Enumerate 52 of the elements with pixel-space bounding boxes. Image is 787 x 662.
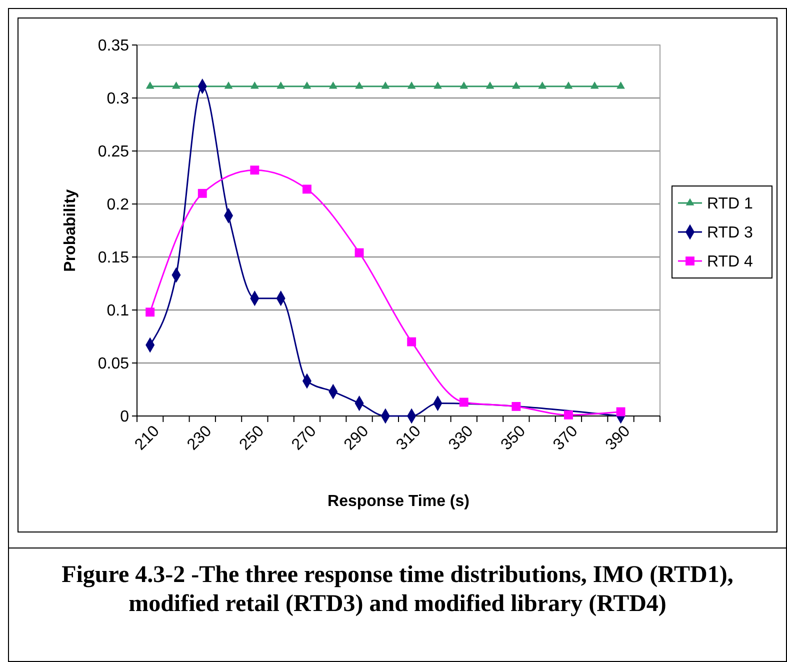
point [434, 82, 442, 89]
point [564, 82, 573, 89]
x-tick-label: 210 [132, 422, 163, 454]
legend-label: RTD 3 [707, 224, 754, 242]
point [616, 82, 625, 89]
x-tick-label: 350 [498, 422, 530, 454]
point [460, 82, 468, 89]
point [224, 82, 233, 89]
point [302, 184, 312, 194]
point [407, 82, 416, 89]
x-tick-label: 330 [446, 422, 477, 454]
y-tick-label: 0.25 [98, 144, 130, 161]
caption: Figure 4.3-2 -The three response time distributions, IMO (RTD1), modified retail (RTD3) and modified library (RTD4) [62, 562, 734, 617]
point [250, 166, 260, 175]
x-tick-label: 230 [184, 422, 216, 454]
point [146, 308, 155, 317]
point [146, 82, 154, 89]
point [250, 82, 259, 89]
x-tick-label: 270 [288, 422, 320, 454]
x-tick-label: 250 [236, 422, 268, 454]
point [486, 82, 494, 89]
legend-label: RTD 4 [707, 254, 754, 271]
x-axis-title: Response Time (s) [328, 493, 470, 510]
point [198, 188, 207, 198]
x-tick-label: 370 [550, 422, 582, 454]
x-tick-label: 290 [341, 422, 372, 454]
point [407, 337, 416, 346]
point [172, 82, 180, 89]
x-tick-label: 390 [602, 422, 634, 454]
point [564, 410, 573, 420]
y-tick-label: 0.2 [106, 196, 130, 214]
point [590, 82, 599, 89]
y-tick-label: 0 [120, 408, 130, 426]
point [459, 398, 468, 407]
point [302, 82, 312, 89]
point [616, 407, 626, 416]
point [512, 82, 520, 89]
point [381, 82, 390, 89]
y-tick-label: 0.35 [98, 38, 130, 55]
y-tick-label: 0.05 [98, 356, 130, 373]
point [512, 402, 521, 411]
point [276, 82, 285, 89]
point [538, 82, 546, 89]
y-tick-label: 0.15 [98, 250, 130, 267]
y-tick-label: 0.3 [106, 90, 130, 108]
point [328, 82, 338, 89]
x-tick-label: 310 [393, 422, 424, 454]
y-tick-label: 0.1 [106, 302, 130, 320]
legend-label: RTD 1 [707, 196, 754, 213]
y-axis-title: Probability [62, 189, 79, 272]
point [354, 248, 364, 258]
point [355, 82, 364, 89]
